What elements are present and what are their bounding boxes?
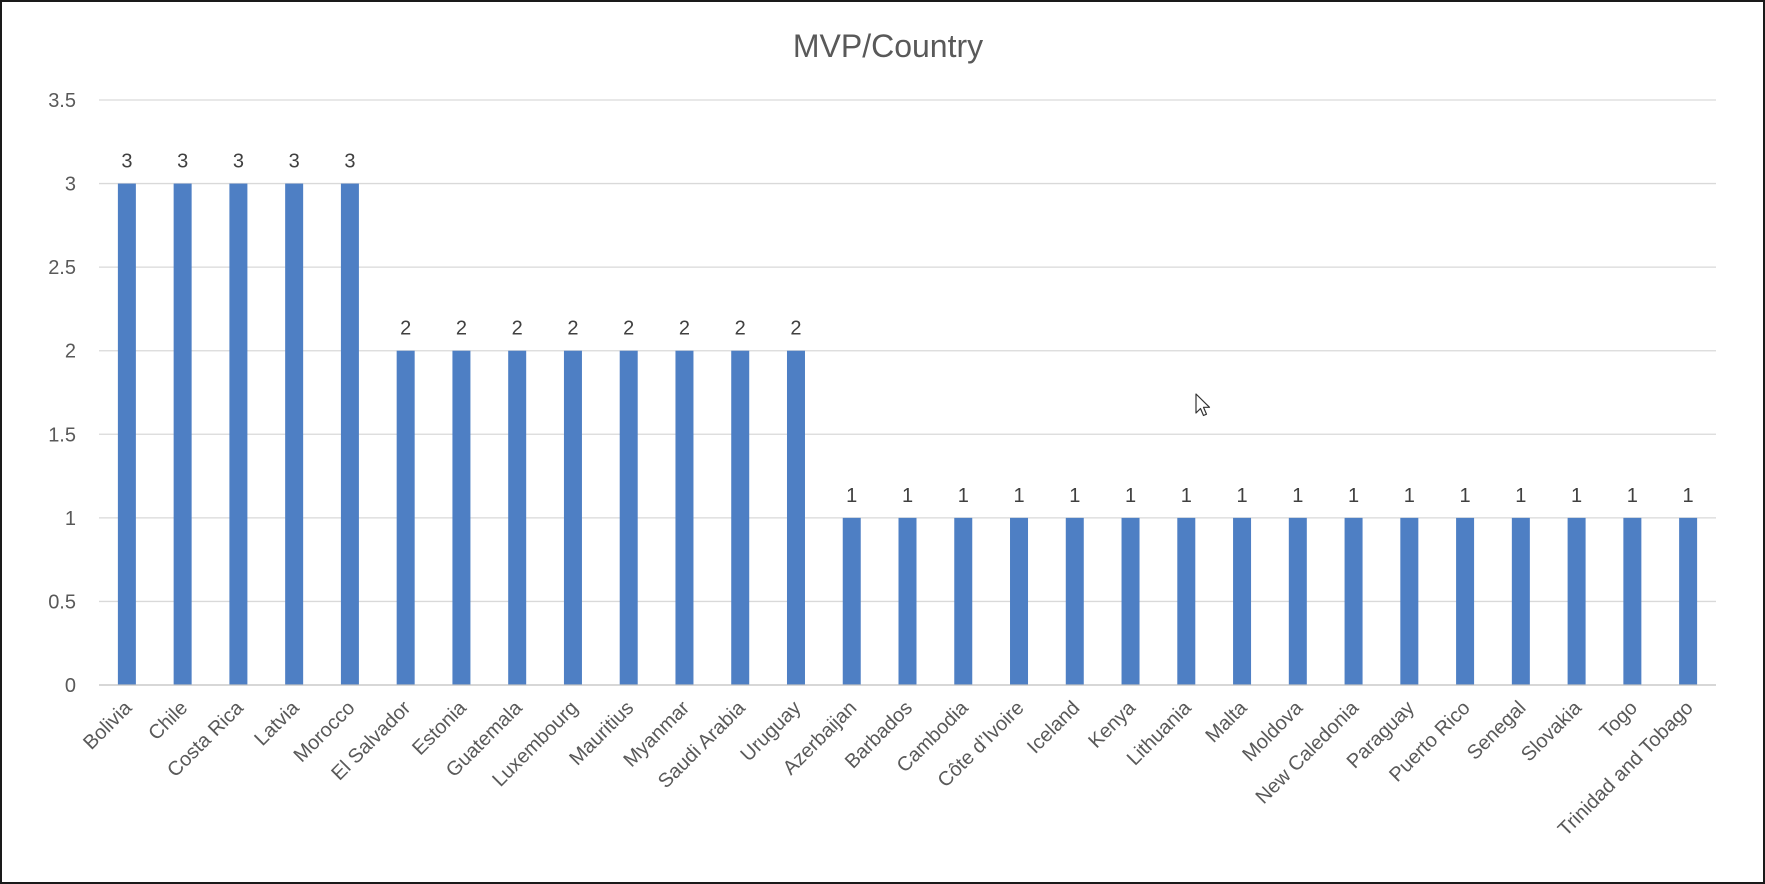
bar	[1121, 517, 1140, 685]
x-tick-label: Malta	[1201, 696, 1252, 747]
mouse-pointer-icon	[1195, 393, 1211, 417]
bar	[1511, 517, 1530, 685]
data-label: 3	[233, 151, 244, 173]
bar	[1288, 517, 1307, 685]
x-tick-label: Iceland	[1023, 697, 1084, 758]
data-label: 1	[1181, 485, 1192, 507]
bar	[675, 350, 694, 685]
bar	[396, 350, 415, 685]
data-label: 1	[1683, 485, 1694, 507]
gridlines	[99, 99, 1716, 603]
bar	[285, 183, 304, 686]
bar	[1567, 517, 1586, 685]
data-label: 1	[1404, 485, 1415, 507]
data-label: 1	[902, 485, 913, 507]
data-label: 2	[567, 318, 578, 340]
x-tick-label: Bolivia	[79, 696, 137, 754]
bar	[1344, 517, 1363, 685]
data-labels: 3 3 3 3 3 2 2 2 2 2 2 2 2 1 1 1 1 1 1 1 1 1 1 1 1 1 1 1 1	[121, 151, 1693, 507]
data-label: 3	[344, 151, 355, 173]
bar	[1623, 517, 1642, 685]
data-label: 1	[1236, 485, 1247, 507]
data-label: 1	[1125, 485, 1136, 507]
bar	[117, 183, 136, 686]
bar	[619, 350, 638, 685]
y-tick-label: 1.5	[48, 424, 76, 446]
data-label: 1	[1571, 485, 1582, 507]
data-label: 2	[456, 318, 467, 340]
data-label: 1	[1348, 485, 1359, 507]
data-label: 1	[1515, 485, 1526, 507]
data-label: 1	[846, 485, 857, 507]
data-label: 2	[679, 318, 690, 340]
bar	[1010, 517, 1029, 685]
data-label: 3	[177, 151, 188, 173]
x-tick-label: Slovakia	[1517, 696, 1587, 766]
bar	[1400, 517, 1419, 685]
bar	[452, 350, 471, 685]
bar	[954, 517, 973, 685]
y-tick-label: 0	[65, 675, 76, 697]
x-tick-label: Latvia	[250, 696, 304, 750]
bars	[117, 183, 1698, 686]
y-tick-label: 2.5	[48, 257, 76, 279]
data-label: 3	[289, 151, 300, 173]
x-tick-label: Chile	[144, 697, 192, 745]
chart-title: MVP/Country	[793, 28, 983, 64]
bar	[508, 350, 527, 685]
bar	[731, 350, 750, 685]
data-label: 1	[958, 485, 969, 507]
data-label: 1	[1069, 485, 1080, 507]
y-tick-label: 3.5	[48, 90, 76, 112]
data-label: 2	[790, 318, 801, 340]
bar	[1065, 517, 1084, 685]
bar	[898, 517, 917, 685]
bar	[786, 350, 805, 685]
y-tick-label: 1	[65, 508, 76, 530]
data-label: 2	[512, 318, 523, 340]
bar	[1456, 517, 1475, 685]
y-axis-ticks: 0 0.5 1 1.5 2 2.5 3 3.5	[48, 90, 76, 697]
bar	[842, 517, 861, 685]
y-tick-label: 3	[65, 174, 76, 196]
data-label: 2	[400, 318, 411, 340]
data-label: 3	[121, 151, 132, 173]
x-tick-label: Togo	[1596, 697, 1642, 743]
bar	[563, 350, 582, 685]
bar	[1177, 517, 1196, 685]
data-label: 1	[1013, 485, 1024, 507]
y-tick-label: 0.5	[48, 591, 76, 613]
bar	[173, 183, 192, 686]
data-label: 1	[1460, 485, 1471, 507]
bar	[1679, 517, 1698, 685]
bar	[340, 183, 359, 686]
data-label: 2	[623, 318, 634, 340]
bar	[1233, 517, 1252, 685]
y-tick-label: 2	[65, 341, 76, 363]
data-label: 1	[1627, 485, 1638, 507]
bar	[229, 183, 248, 686]
data-label: 1	[1292, 485, 1303, 507]
data-label: 2	[735, 318, 746, 340]
